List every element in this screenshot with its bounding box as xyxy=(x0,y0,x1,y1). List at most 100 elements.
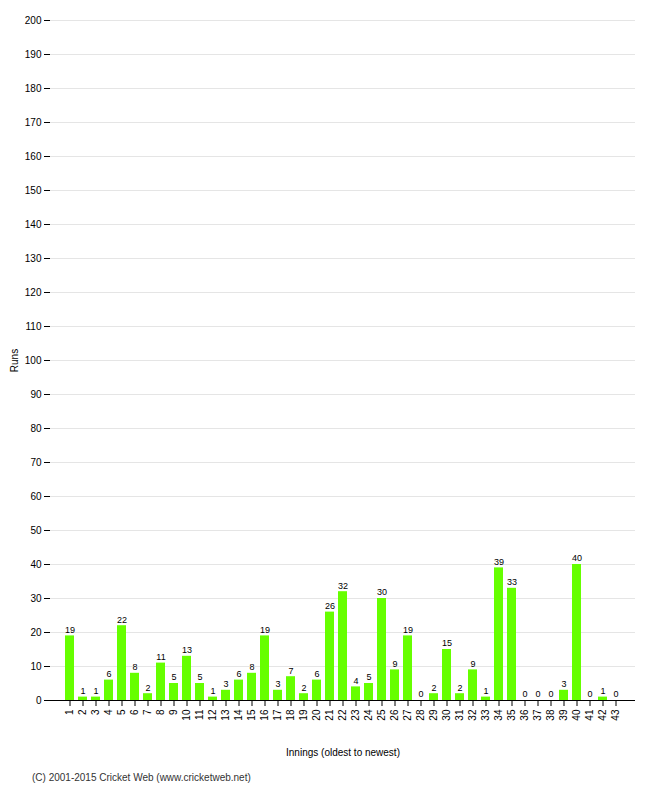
svg-text:33: 33 xyxy=(507,577,517,587)
svg-text:7: 7 xyxy=(288,666,293,676)
svg-text:15: 15 xyxy=(442,638,452,648)
svg-text:50: 50 xyxy=(30,525,42,536)
svg-text:2: 2 xyxy=(145,683,150,693)
svg-text:12: 12 xyxy=(207,709,218,721)
svg-text:32: 32 xyxy=(467,709,478,721)
svg-text:39: 39 xyxy=(558,709,569,721)
svg-text:3: 3 xyxy=(275,679,280,689)
svg-text:28: 28 xyxy=(415,709,426,721)
svg-text:34: 34 xyxy=(493,709,504,721)
svg-text:20: 20 xyxy=(30,627,42,638)
svg-text:29: 29 xyxy=(428,709,439,721)
svg-text:3: 3 xyxy=(561,679,566,689)
svg-text:11: 11 xyxy=(156,652,165,662)
svg-text:Innings (oldest to newest): Innings (oldest to newest) xyxy=(286,747,400,758)
svg-text:100: 100 xyxy=(25,355,42,366)
svg-text:180: 180 xyxy=(25,83,42,94)
svg-text:35: 35 xyxy=(506,709,517,721)
svg-text:15: 15 xyxy=(246,709,257,721)
svg-text:60: 60 xyxy=(30,491,42,502)
svg-text:20: 20 xyxy=(311,709,322,721)
svg-text:200: 200 xyxy=(25,15,42,26)
svg-text:130: 130 xyxy=(25,253,42,264)
svg-text:0: 0 xyxy=(522,689,527,699)
svg-text:190: 190 xyxy=(25,49,42,60)
svg-text:41: 41 xyxy=(584,709,595,721)
svg-text:4: 4 xyxy=(353,676,358,686)
svg-text:37: 37 xyxy=(532,709,543,721)
svg-text:6: 6 xyxy=(106,669,111,679)
svg-text:31: 31 xyxy=(454,709,465,721)
svg-text:9: 9 xyxy=(470,659,475,669)
svg-text:80: 80 xyxy=(30,423,42,434)
svg-text:0: 0 xyxy=(36,695,42,706)
svg-text:6: 6 xyxy=(314,669,319,679)
svg-text:2: 2 xyxy=(431,683,436,693)
svg-text:120: 120 xyxy=(25,287,42,298)
svg-text:1: 1 xyxy=(210,686,215,696)
svg-text:5: 5 xyxy=(171,672,176,682)
svg-text:40: 40 xyxy=(571,709,582,721)
svg-text:5: 5 xyxy=(197,672,202,682)
svg-text:18: 18 xyxy=(285,709,296,721)
svg-text:19: 19 xyxy=(65,625,75,635)
svg-text:170: 170 xyxy=(25,117,42,128)
svg-text:8: 8 xyxy=(155,709,166,715)
svg-text:70: 70 xyxy=(30,457,42,468)
svg-text:40: 40 xyxy=(572,553,582,563)
svg-text:22: 22 xyxy=(117,615,127,625)
svg-text:Runs: Runs xyxy=(9,349,20,372)
svg-text:23: 23 xyxy=(350,709,361,721)
svg-text:30: 30 xyxy=(30,593,42,604)
svg-text:2: 2 xyxy=(457,683,462,693)
svg-text:43: 43 xyxy=(610,709,621,721)
svg-text:8: 8 xyxy=(249,662,254,672)
svg-text:25: 25 xyxy=(376,709,387,721)
svg-text:6: 6 xyxy=(129,709,140,715)
svg-text:9: 9 xyxy=(392,659,397,669)
svg-text:140: 140 xyxy=(25,219,42,230)
svg-text:1: 1 xyxy=(80,686,85,696)
svg-text:0: 0 xyxy=(418,689,423,699)
svg-text:150: 150 xyxy=(25,185,42,196)
svg-text:5: 5 xyxy=(116,709,127,715)
svg-text:40: 40 xyxy=(30,559,42,570)
svg-text:0: 0 xyxy=(587,689,592,699)
svg-text:38: 38 xyxy=(545,709,556,721)
svg-text:9: 9 xyxy=(168,709,179,715)
svg-text:160: 160 xyxy=(25,151,42,162)
svg-text:10: 10 xyxy=(181,709,192,721)
svg-text:0: 0 xyxy=(548,689,553,699)
svg-text:1: 1 xyxy=(93,686,98,696)
svg-text:19: 19 xyxy=(403,625,413,635)
svg-text:33: 33 xyxy=(480,709,491,721)
svg-text:19: 19 xyxy=(260,625,270,635)
svg-text:21: 21 xyxy=(324,709,335,721)
svg-text:3: 3 xyxy=(90,709,101,715)
svg-text:90: 90 xyxy=(30,389,42,400)
svg-text:19: 19 xyxy=(298,709,309,721)
svg-text:4: 4 xyxy=(103,709,114,715)
svg-text:11: 11 xyxy=(194,709,205,720)
svg-text:1: 1 xyxy=(64,709,75,715)
svg-text:32: 32 xyxy=(338,581,348,591)
svg-text:24: 24 xyxy=(363,709,374,721)
svg-text:0: 0 xyxy=(535,689,540,699)
svg-text:6: 6 xyxy=(236,669,241,679)
svg-text:26: 26 xyxy=(325,601,335,611)
svg-text:27: 27 xyxy=(402,709,413,721)
svg-text:42: 42 xyxy=(597,709,608,721)
svg-text:17: 17 xyxy=(272,709,283,721)
svg-text:2: 2 xyxy=(77,709,88,715)
svg-text:1: 1 xyxy=(483,686,488,696)
svg-text:110: 110 xyxy=(26,321,42,332)
svg-text:22: 22 xyxy=(337,709,348,721)
svg-text:3: 3 xyxy=(223,679,228,689)
svg-text:30: 30 xyxy=(441,709,452,721)
svg-text:13: 13 xyxy=(220,709,231,721)
svg-text:16: 16 xyxy=(259,709,270,721)
svg-text:8: 8 xyxy=(132,662,137,672)
svg-text:0: 0 xyxy=(613,689,618,699)
svg-text:7: 7 xyxy=(142,709,153,715)
svg-text:14: 14 xyxy=(233,709,244,721)
